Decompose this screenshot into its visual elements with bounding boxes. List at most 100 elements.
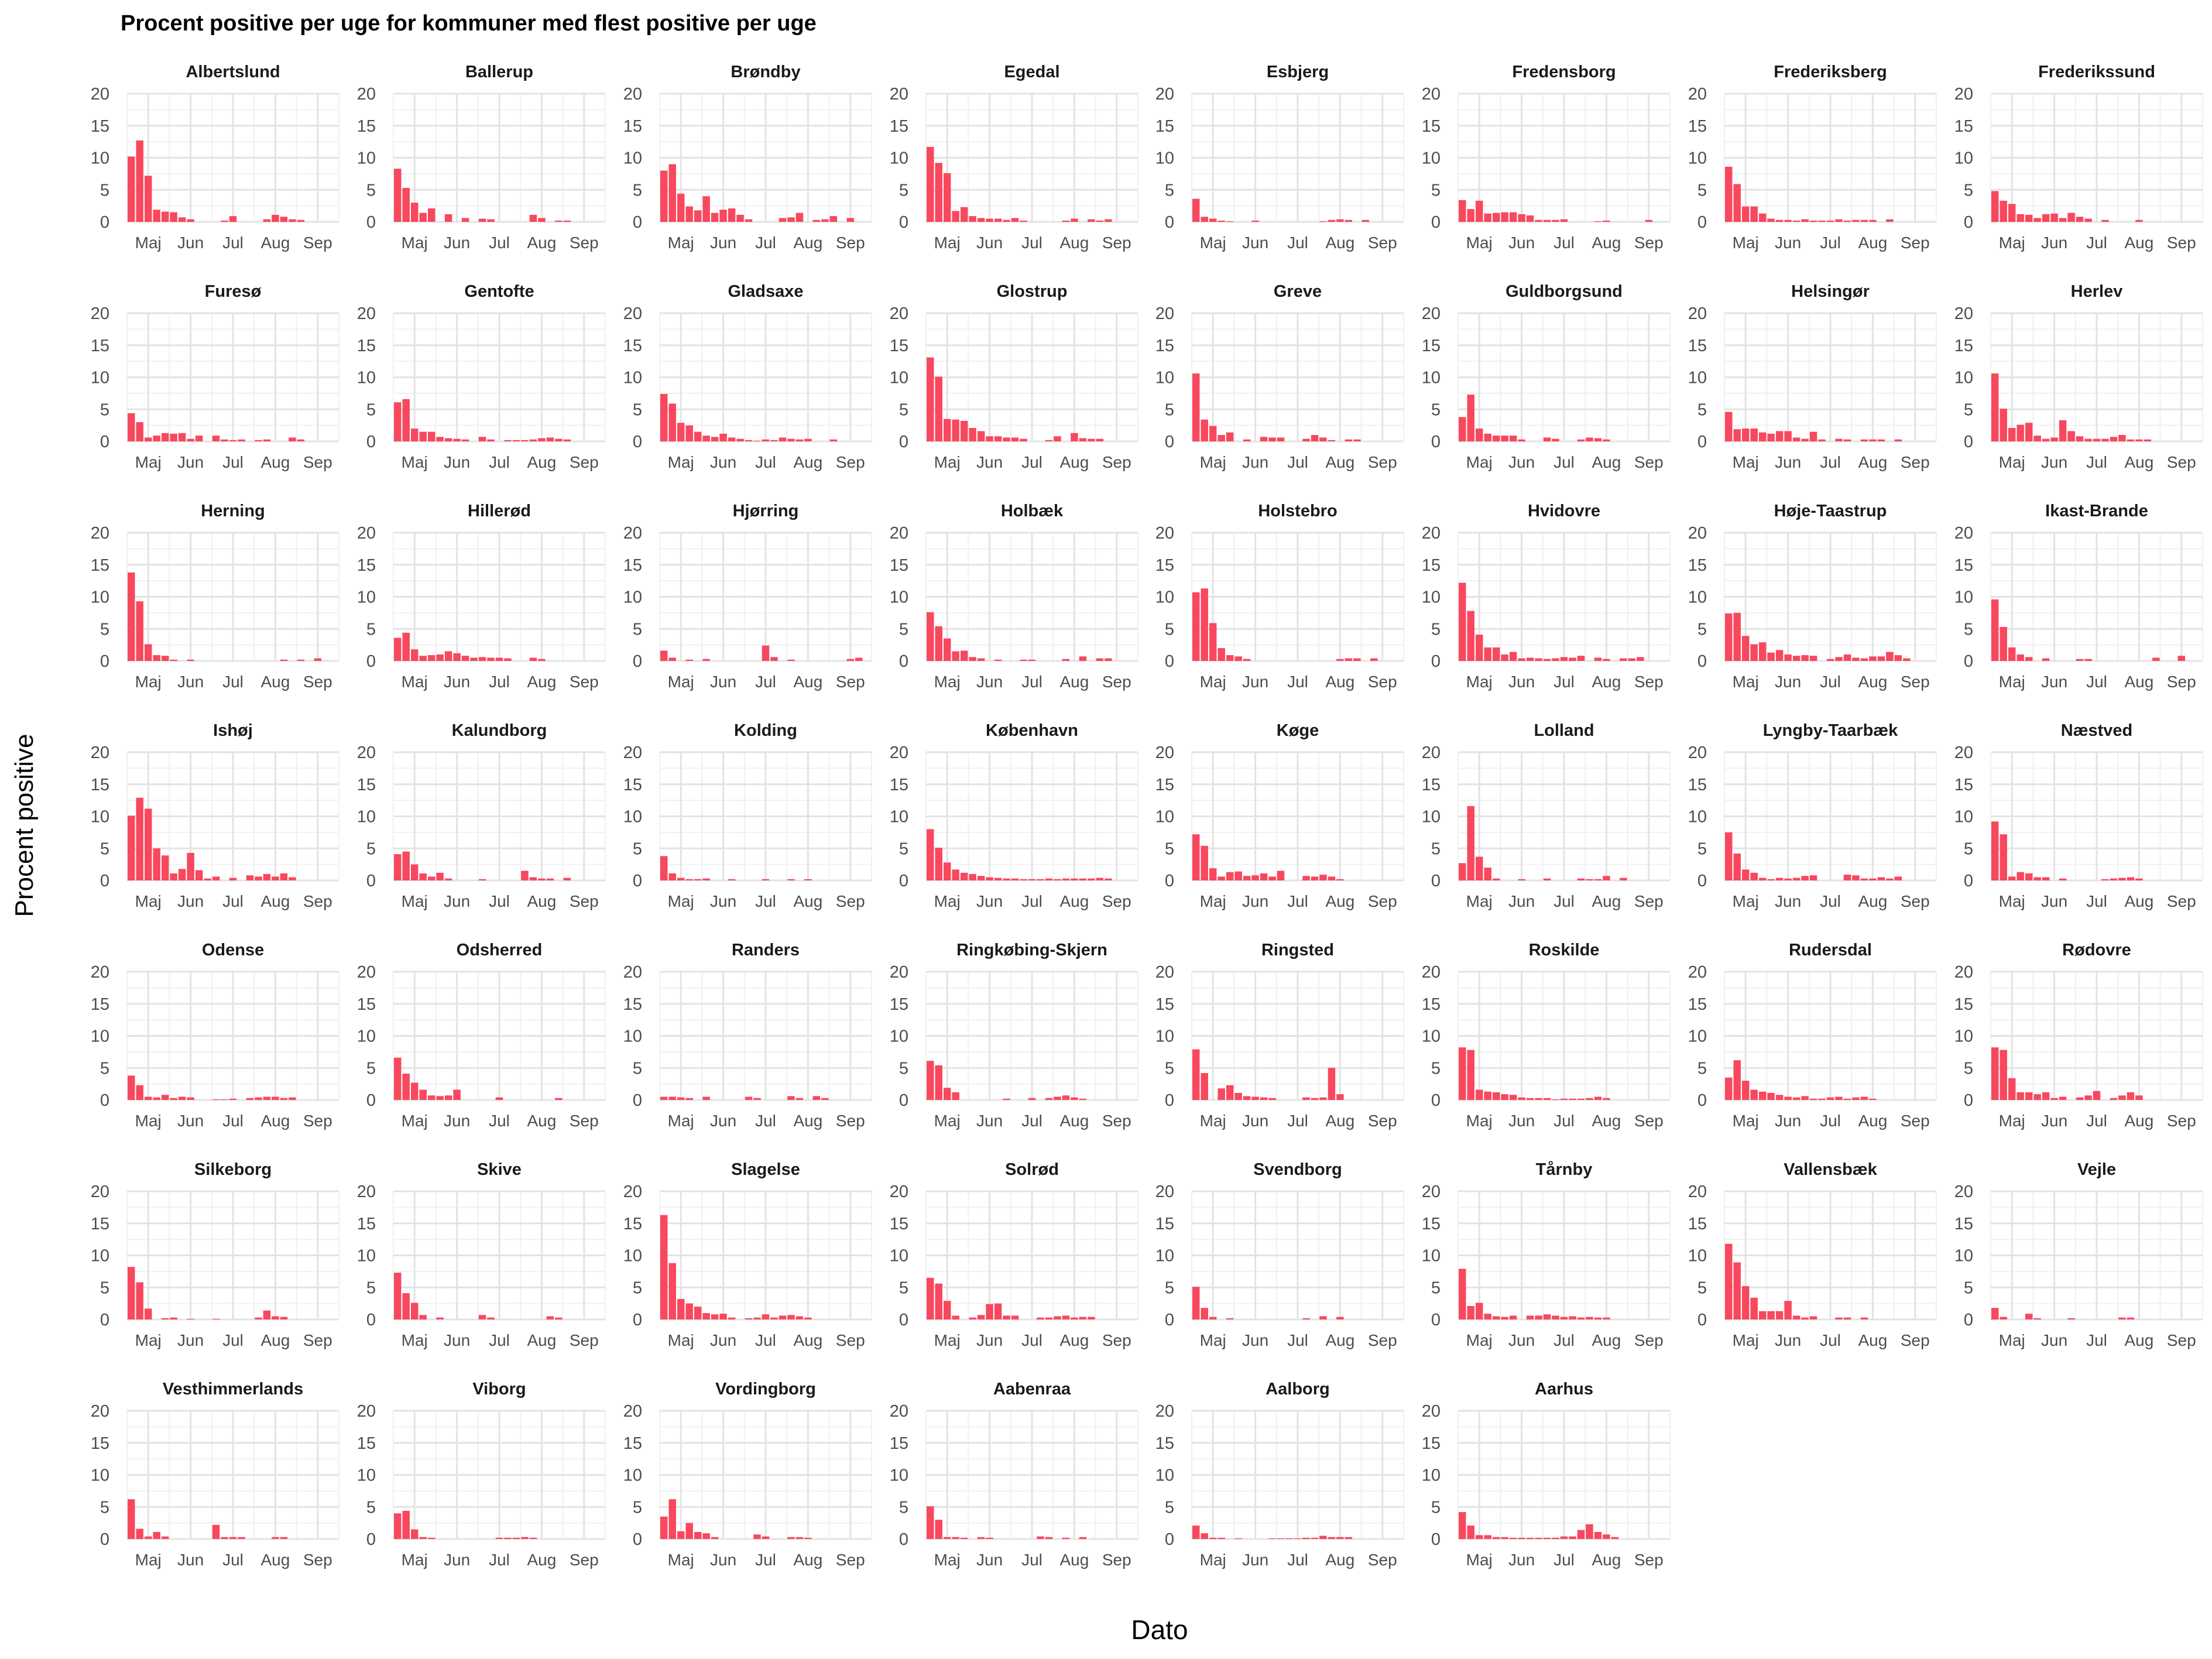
bar <box>986 218 993 222</box>
y-tick-label: 0 <box>366 1530 376 1549</box>
x-tick-label: Jul <box>2086 1331 2107 1349</box>
bar <box>728 437 736 441</box>
bar <box>394 637 402 661</box>
x-tick-label: Maj <box>1466 1551 1493 1569</box>
bar <box>677 193 685 222</box>
bar <box>770 1317 778 1319</box>
y-tick-label: 10 <box>1954 1247 1973 1266</box>
bar <box>1345 658 1353 661</box>
panel: 0 5 10 15 20 Maj Jun Jul Aug Sep Roskilde <box>1422 941 1671 1130</box>
bar <box>229 216 237 222</box>
bar <box>1459 200 1466 222</box>
bar <box>410 864 419 880</box>
bar <box>1518 1097 1525 1100</box>
x-tick-label: Aug <box>1325 673 1354 691</box>
bar <box>702 878 710 880</box>
y-tick-label: 10 <box>1155 149 1174 168</box>
bar <box>136 1528 143 1539</box>
bar <box>2110 437 2118 441</box>
bar <box>161 1095 169 1100</box>
x-tick-label: Jul <box>1820 1112 1841 1130</box>
x-tick-label: Jun <box>177 1551 204 1569</box>
bar <box>2059 420 2067 441</box>
bar <box>144 808 152 880</box>
x-tick-label: Sep <box>570 673 599 691</box>
panel-label: Roskilde <box>1529 941 1600 959</box>
panel-label: Helsingør <box>1791 282 1870 301</box>
bar <box>2093 438 2101 441</box>
bar <box>1260 873 1268 880</box>
bar <box>280 1537 288 1539</box>
bar <box>1079 878 1087 880</box>
bar <box>2067 1318 2075 1319</box>
x-tick-label: Jun <box>1775 673 1801 691</box>
bar <box>1311 435 1319 441</box>
y-tick-label: 15 <box>91 337 109 355</box>
panel: 0 5 10 15 20 Maj Jun Jul Aug Sep Vordingborg <box>623 1380 872 1569</box>
x-tick-label: Jun <box>1508 234 1535 252</box>
bar <box>1750 1297 1758 1319</box>
bar <box>419 1537 427 1539</box>
bar <box>668 1096 676 1100</box>
panel-label: Vallensbæk <box>1784 1160 1877 1179</box>
y-tick-label: 20 <box>1422 743 1441 762</box>
bar <box>736 214 744 222</box>
panel-label: Vesthimmerlands <box>163 1380 303 1399</box>
y-tick-label: 10 <box>890 369 908 388</box>
x-tick-label: Aug <box>527 453 556 471</box>
y-tick-label: 10 <box>623 588 642 607</box>
x-tick-label: Jul <box>1820 234 1841 252</box>
bar <box>960 207 968 222</box>
bar <box>1535 1315 1542 1319</box>
bar <box>1518 439 1525 441</box>
y-tick-label: 10 <box>1422 149 1441 168</box>
bar <box>1192 1526 1200 1539</box>
bar <box>1234 1538 1242 1539</box>
bar <box>238 439 245 441</box>
bar <box>1767 218 1775 222</box>
bar <box>702 659 710 661</box>
bar <box>1501 1537 1508 1539</box>
x-tick-label: Maj <box>668 234 694 252</box>
y-tick-label: 0 <box>1431 1091 1441 1110</box>
x-tick-label: Aug <box>527 234 556 252</box>
x-tick-label: Jul <box>489 234 510 252</box>
bar <box>297 439 305 441</box>
bar <box>1277 870 1285 880</box>
x-tick-label: Jun <box>976 892 1003 910</box>
bar <box>2008 876 2016 880</box>
bar <box>263 439 271 441</box>
bar <box>1192 1287 1200 1319</box>
bar <box>1467 611 1474 661</box>
x-tick-label: Sep <box>836 892 865 910</box>
bar <box>728 879 736 880</box>
x-tick-label: Maj <box>1200 453 1226 471</box>
x-tick-label: Aug <box>1059 1551 1089 1569</box>
bar <box>1603 220 1610 222</box>
panel: 0 5 10 15 20 Maj Jun Jul Aug Sep Fredensborg <box>1422 63 1671 252</box>
panel-label: Ikast-Brande <box>2045 502 2148 520</box>
y-tick-label: 20 <box>623 1402 642 1421</box>
bar <box>960 1537 968 1539</box>
bar <box>427 876 435 880</box>
bar <box>2025 423 2033 441</box>
bar <box>935 626 942 661</box>
y-tick-label: 5 <box>1165 1059 1174 1078</box>
panel: 0 5 10 15 20 Maj Jun Jul Aug Sep Rudersdal <box>1688 941 1937 1130</box>
bar <box>952 1315 959 1319</box>
x-tick-label: Jul <box>222 1331 244 1349</box>
bar <box>136 601 143 661</box>
bar <box>136 1085 143 1100</box>
x-tick-label: Maj <box>1999 673 2025 691</box>
bar <box>977 1537 985 1539</box>
y-tick-label: 10 <box>1155 1466 1174 1485</box>
bar <box>402 1074 410 1100</box>
x-tick-label: Jun <box>1242 234 1268 252</box>
x-tick-label: Aug <box>1325 1551 1354 1569</box>
panel: 0 5 10 15 20 Maj Jun Jul Aug Sep Hillerød <box>357 502 606 691</box>
bar <box>2135 878 2143 880</box>
bar <box>1105 658 1112 661</box>
y-tick-label: 20 <box>1688 963 1707 982</box>
y-tick-label: 20 <box>623 1182 642 1201</box>
panel: 0 5 10 15 20 Maj Jun Jul Aug Sep Aabenraa <box>890 1380 1138 1569</box>
